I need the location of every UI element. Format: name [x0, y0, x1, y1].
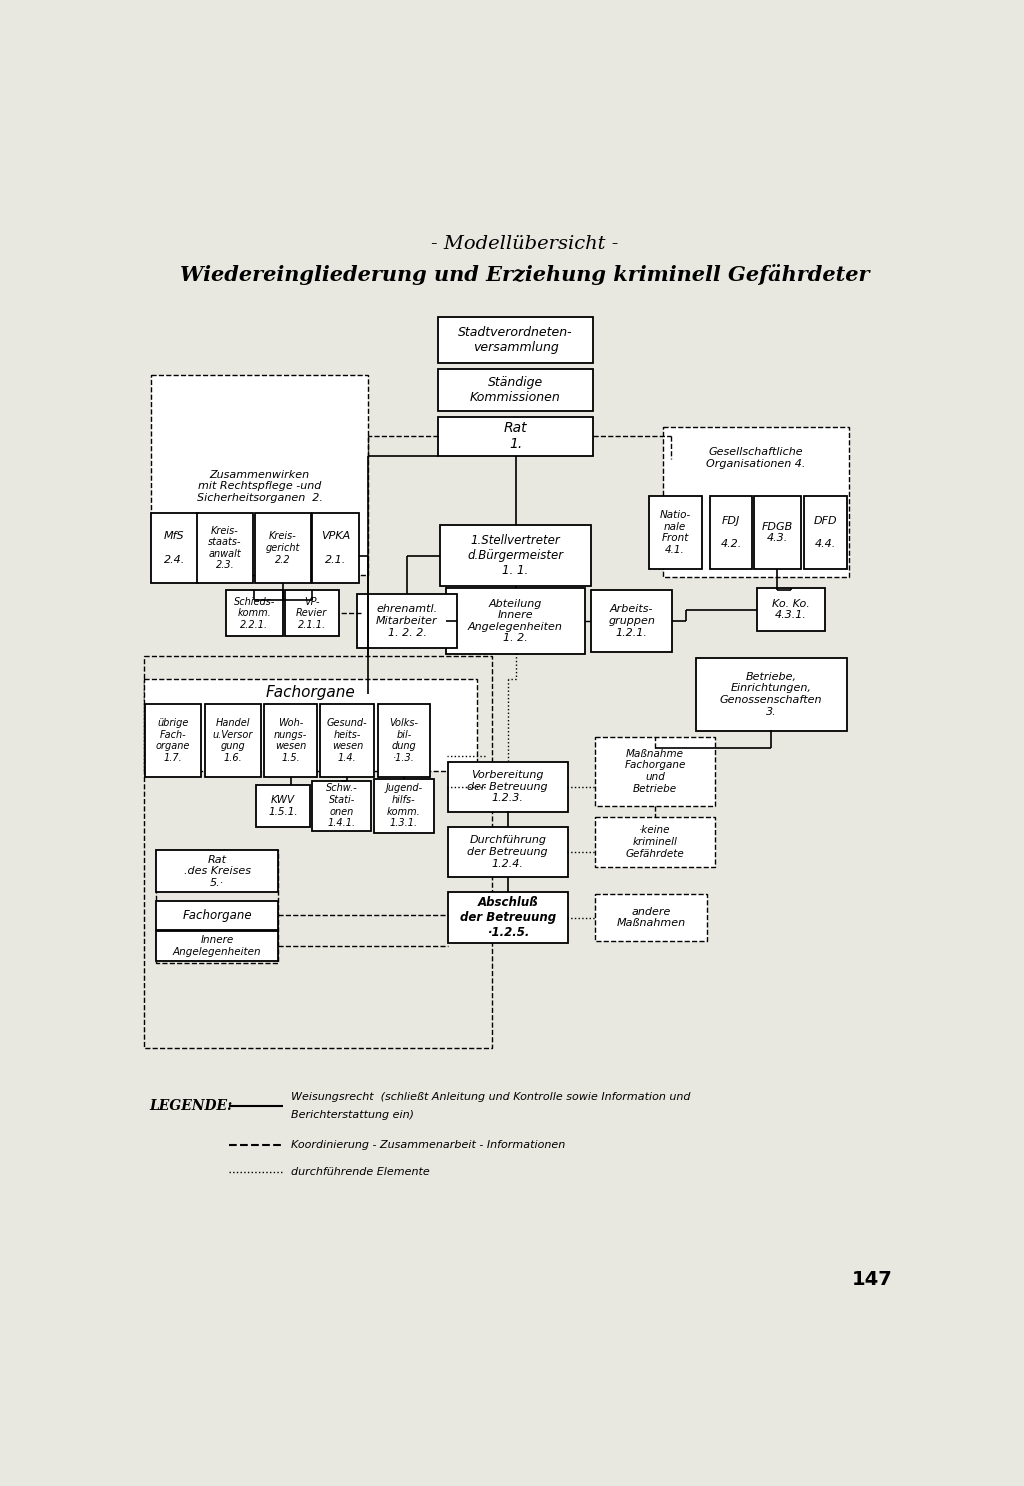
FancyBboxPatch shape [440, 525, 591, 587]
FancyBboxPatch shape [755, 496, 801, 569]
FancyBboxPatch shape [447, 762, 568, 811]
Text: Abteilung
Innere
Angelegenheiten
1. 2.: Abteilung Innere Angelegenheiten 1. 2. [468, 599, 563, 643]
FancyBboxPatch shape [285, 590, 339, 636]
Text: Jugend-
hilfs-
komm.
1.3.1.: Jugend- hilfs- komm. 1.3.1. [385, 783, 423, 828]
FancyBboxPatch shape [145, 704, 201, 777]
Text: Volks-
bil-
dung
·1.3.: Volks- bil- dung ·1.3. [389, 718, 419, 762]
Text: Ständige
Kommissionen: Ständige Kommissionen [470, 376, 561, 404]
Text: Woh-
nungs-
wesen
1.5.: Woh- nungs- wesen 1.5. [274, 718, 307, 762]
FancyBboxPatch shape [152, 513, 198, 583]
Text: durchführende Elemente: durchführende Elemente [291, 1167, 429, 1177]
Text: MfS

2.4.: MfS 2.4. [164, 532, 185, 565]
FancyBboxPatch shape [225, 590, 283, 636]
Text: Abschluß
der Betreuung
·1.2.5.: Abschluß der Betreuung ·1.2.5. [460, 896, 556, 939]
Text: Kreis-
gericht
2.2: Kreis- gericht 2.2 [266, 532, 300, 565]
Text: Stadtverordneten-
versammlung: Stadtverordneten- versammlung [458, 325, 572, 354]
FancyBboxPatch shape [595, 737, 715, 805]
Text: - Modellübersicht -: - Modellübersicht - [431, 235, 618, 253]
FancyBboxPatch shape [156, 930, 279, 961]
Text: ehrenamtl.
Mitarbeiter
1. 2. 2.: ehrenamtl. Mitarbeiter 1. 2. 2. [376, 605, 438, 637]
FancyBboxPatch shape [710, 496, 753, 569]
FancyBboxPatch shape [595, 817, 715, 868]
Text: Ko. Ko.
4.3.1.: Ko. Ko. 4.3.1. [772, 599, 810, 620]
Text: VP-
Revier
2.1.1.: VP- Revier 2.1.1. [296, 597, 328, 630]
FancyBboxPatch shape [445, 588, 586, 654]
Text: Weisungsrecht  (schließt Anleitung und Kontrolle sowie Information und: Weisungsrecht (schließt Anleitung und Ko… [291, 1092, 690, 1103]
Text: 147: 147 [852, 1271, 892, 1288]
Text: Wiedereingliederung und Erziehung kriminell Gefährdeter: Wiedereingliederung und Erziehung krimin… [180, 265, 869, 285]
FancyBboxPatch shape [438, 418, 593, 456]
FancyBboxPatch shape [321, 704, 375, 777]
Text: 1.Stellvertreter
d.Bürgermeister
1. 1.: 1.Stellvertreter d.Bürgermeister 1. 1. [467, 533, 563, 577]
FancyBboxPatch shape [438, 369, 593, 412]
FancyBboxPatch shape [378, 704, 430, 777]
Text: Handel
u.Versor
gung
1.6.: Handel u.Versor gung 1.6. [212, 718, 253, 762]
Text: übrige
Fach-
organe
1.7.: übrige Fach- organe 1.7. [156, 718, 190, 762]
Text: LEGENDE:: LEGENDE: [150, 1100, 232, 1113]
Text: Schw.-
Stati-
onen
1.4.1.: Schw.- Stati- onen 1.4.1. [326, 783, 357, 828]
FancyBboxPatch shape [205, 704, 260, 777]
Text: Gesellschaftliche
Organisationen 4.: Gesellschaftliche Organisationen 4. [707, 447, 806, 468]
FancyBboxPatch shape [312, 780, 372, 831]
FancyBboxPatch shape [591, 590, 673, 652]
FancyBboxPatch shape [197, 513, 253, 583]
FancyBboxPatch shape [264, 704, 317, 777]
Text: Maßnahme
Fachorgane
und
Betriebe: Maßnahme Fachorgane und Betriebe [625, 749, 686, 794]
Text: Gesund-
heits-
wesen
1.4.: Gesund- heits- wesen 1.4. [327, 718, 368, 762]
FancyBboxPatch shape [256, 785, 310, 828]
FancyBboxPatch shape [152, 374, 369, 575]
FancyBboxPatch shape [438, 317, 593, 363]
FancyBboxPatch shape [143, 679, 477, 771]
Text: Betriebe,
Einrichtungen,
Genossenschaften
3.: Betriebe, Einrichtungen, Genossenschafte… [720, 672, 822, 716]
FancyBboxPatch shape [374, 779, 434, 832]
Text: Zusammenwirken
mit Rechtspflege -und
Sicherheitsorganen  2.: Zusammenwirken mit Rechtspflege -und Sic… [197, 470, 323, 502]
Text: Rat
1.: Rat 1. [504, 421, 527, 452]
FancyBboxPatch shape [447, 893, 568, 942]
Text: FDJ

4.2.: FDJ 4.2. [720, 516, 741, 550]
FancyBboxPatch shape [757, 588, 824, 630]
Text: Innere
Angelegenheiten: Innere Angelegenheiten [173, 935, 261, 957]
Text: Berichterstattung ein): Berichterstattung ein) [291, 1110, 414, 1120]
Text: andere
Maßnahmen: andere Maßnahmen [616, 906, 686, 929]
FancyBboxPatch shape [156, 850, 279, 893]
FancyBboxPatch shape [156, 901, 279, 930]
Text: DFD

4.4.: DFD 4.4. [814, 516, 838, 550]
FancyBboxPatch shape [595, 895, 708, 941]
Text: ·keine
kriminell
Gefährdete: ·keine kriminell Gefährdete [626, 825, 684, 859]
Text: Fachorgane: Fachorgane [265, 685, 355, 700]
FancyBboxPatch shape [255, 513, 311, 583]
Text: Natio-
nale
Front
4.1.: Natio- nale Front 4.1. [659, 510, 691, 554]
Text: Kreis-
staats-
anwalt
2.3.: Kreis- staats- anwalt 2.3. [208, 526, 242, 571]
Text: Arbeits-
gruppen
1.2.1.: Arbeits- gruppen 1.2.1. [608, 605, 655, 637]
FancyBboxPatch shape [447, 828, 568, 877]
Text: Vorbereitung
der Betreuung
1.2.3.: Vorbereitung der Betreuung 1.2.3. [467, 770, 548, 804]
FancyBboxPatch shape [356, 594, 458, 648]
FancyBboxPatch shape [695, 658, 847, 731]
FancyBboxPatch shape [312, 513, 359, 583]
FancyBboxPatch shape [663, 426, 849, 577]
Text: Fachorgane: Fachorgane [182, 909, 252, 921]
Text: VPKA

2.1.: VPKA 2.1. [322, 532, 350, 565]
Text: Rat
.des Kreises
5.·: Rat .des Kreises 5.· [183, 854, 251, 889]
Text: Durchführung
der Betreuung
1.2.4.: Durchführung der Betreuung 1.2.4. [467, 835, 548, 869]
Text: FDGB
4.3.: FDGB 4.3. [762, 522, 793, 544]
Text: KWV
1.5.1.: KWV 1.5.1. [268, 795, 298, 817]
FancyBboxPatch shape [804, 496, 847, 569]
FancyBboxPatch shape [649, 496, 701, 569]
Text: Schieds-
komm.
2.2.1.: Schieds- komm. 2.2.1. [233, 597, 275, 630]
Text: Koordinierung - Zusammenarbeit - Informationen: Koordinierung - Zusammenarbeit - Informa… [291, 1140, 565, 1150]
